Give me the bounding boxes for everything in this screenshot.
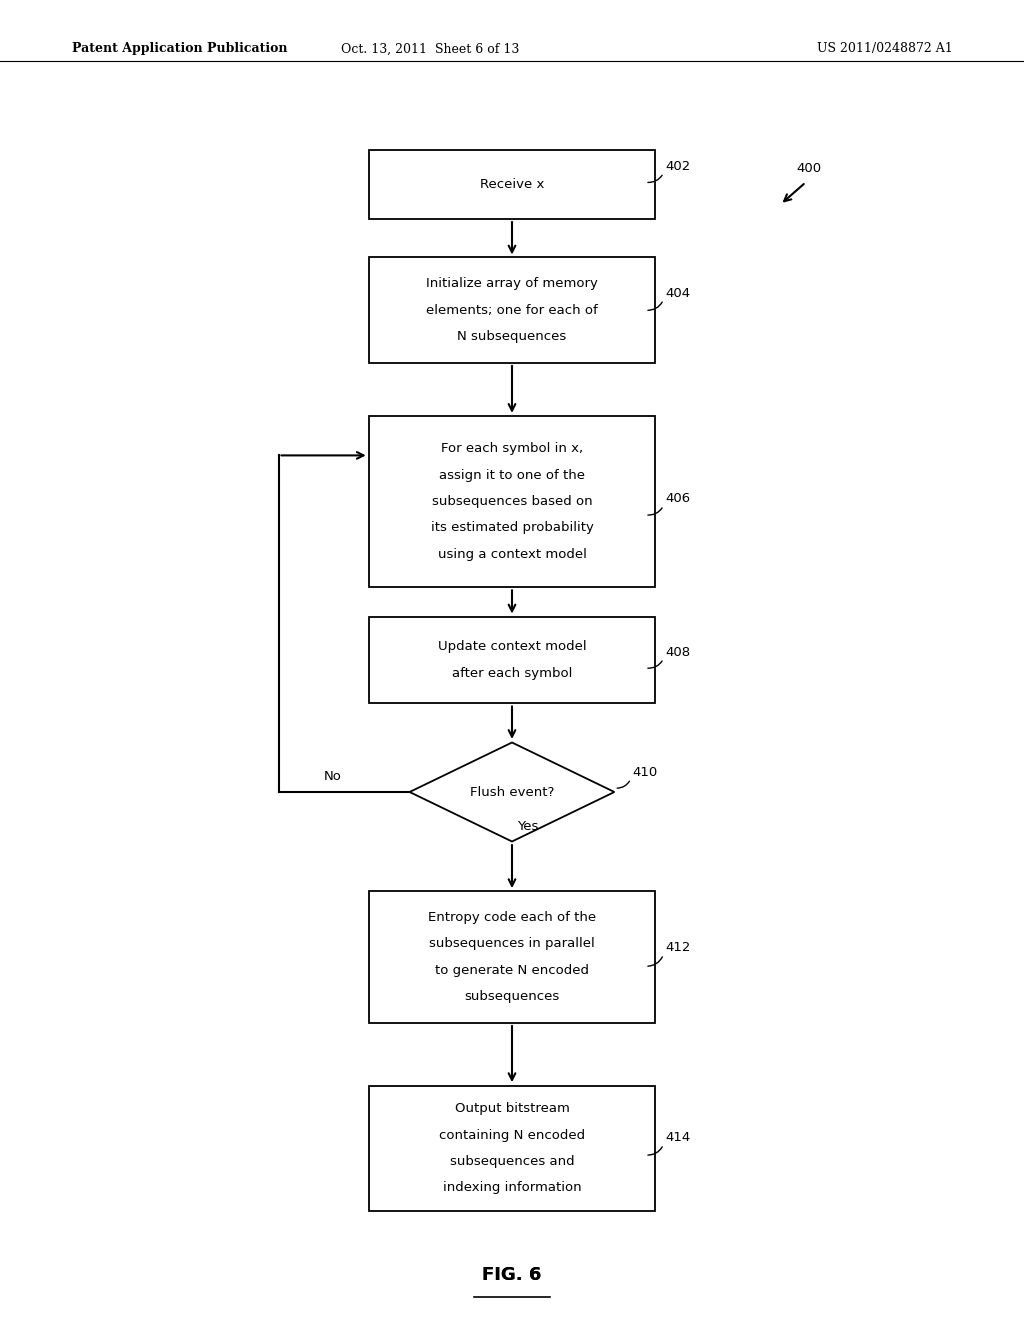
Bar bbox=[369, 150, 655, 219]
Text: subsequences: subsequences bbox=[464, 990, 560, 1003]
Text: after each symbol: after each symbol bbox=[452, 667, 572, 680]
Text: using a context model: using a context model bbox=[437, 548, 587, 561]
Text: Initialize array of memory: Initialize array of memory bbox=[426, 277, 598, 290]
Text: subsequences in parallel: subsequences in parallel bbox=[429, 937, 595, 950]
Text: 412: 412 bbox=[666, 941, 691, 954]
Text: Oct. 13, 2011  Sheet 6 of 13: Oct. 13, 2011 Sheet 6 of 13 bbox=[341, 42, 519, 55]
Text: 410: 410 bbox=[633, 766, 658, 779]
Bar bbox=[369, 257, 655, 363]
Text: Receive x: Receive x bbox=[480, 178, 544, 191]
Text: US 2011/0248872 A1: US 2011/0248872 A1 bbox=[816, 42, 952, 55]
Text: N subsequences: N subsequences bbox=[458, 330, 566, 343]
Text: assign it to one of the: assign it to one of the bbox=[439, 469, 585, 482]
Text: subsequences and: subsequences and bbox=[450, 1155, 574, 1168]
Bar bbox=[369, 1085, 655, 1212]
Text: subsequences based on: subsequences based on bbox=[432, 495, 592, 508]
Text: Patent Application Publication: Patent Application Publication bbox=[72, 42, 287, 55]
Text: Entropy code each of the: Entropy code each of the bbox=[428, 911, 596, 924]
Bar bbox=[369, 891, 655, 1023]
Text: No: No bbox=[324, 770, 342, 783]
Text: 414: 414 bbox=[666, 1131, 691, 1144]
Text: 404: 404 bbox=[666, 286, 691, 300]
Text: 402: 402 bbox=[666, 160, 691, 173]
Text: Update context model: Update context model bbox=[437, 640, 587, 653]
Text: 406: 406 bbox=[666, 492, 691, 506]
Text: Yes: Yes bbox=[517, 820, 538, 833]
Text: 400: 400 bbox=[797, 162, 821, 176]
Text: Output bitstream: Output bitstream bbox=[455, 1102, 569, 1115]
Text: 408: 408 bbox=[666, 645, 691, 659]
Text: FIG. 6: FIG. 6 bbox=[482, 1266, 542, 1284]
Bar bbox=[369, 416, 655, 587]
Polygon shape bbox=[410, 742, 614, 842]
Bar bbox=[369, 618, 655, 702]
Text: Flush event?: Flush event? bbox=[470, 785, 554, 799]
Text: FIG. 6: FIG. 6 bbox=[482, 1266, 542, 1284]
Text: indexing information: indexing information bbox=[442, 1181, 582, 1195]
Text: For each symbol in x,: For each symbol in x, bbox=[441, 442, 583, 455]
Text: containing N encoded: containing N encoded bbox=[439, 1129, 585, 1142]
Text: elements; one for each of: elements; one for each of bbox=[426, 304, 598, 317]
Text: to generate N encoded: to generate N encoded bbox=[435, 964, 589, 977]
Text: its estimated probability: its estimated probability bbox=[430, 521, 594, 535]
